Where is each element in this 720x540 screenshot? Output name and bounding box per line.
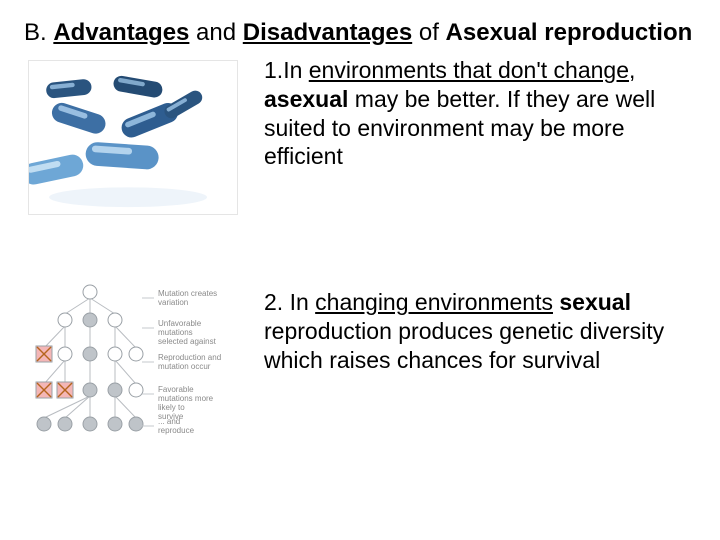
p2-in: In [290, 289, 316, 315]
svg-text:Unfavorable: Unfavorable [158, 319, 202, 328]
svg-text:mutation occur: mutation occur [158, 362, 211, 371]
p2-env: changing environments [315, 289, 553, 315]
mutation-tree-image: Mutation createsvariationUnfavorablemuta… [30, 278, 254, 454]
point-2: 2. In changing environments sexual repro… [264, 288, 684, 374]
p2-rest: reproduction produces genetic diversity … [264, 318, 664, 373]
p2-sexual: sexual [559, 289, 631, 315]
p1-comma: , [629, 57, 635, 83]
svg-text:mutations: mutations [158, 328, 193, 337]
title-advantages: Advantages [53, 19, 189, 46]
title-asexual: Asexual reproduction [446, 19, 693, 46]
bacteria-image [28, 60, 238, 215]
svg-text:likely to: likely to [158, 403, 185, 412]
slide-title: B. Advantages and Disadvantages of Asexu… [24, 18, 696, 48]
p1-env: environments that don't change [309, 57, 629, 83]
p1-asexual: asexual [264, 86, 348, 112]
title-prefix: B. [24, 19, 53, 46]
point-1: 1.In environments that don't change, ase… [264, 56, 684, 171]
svg-text:Mutation creates: Mutation creates [158, 289, 217, 298]
p2-num: 2. [264, 289, 290, 315]
svg-text:mutations more: mutations more [158, 394, 214, 403]
svg-text:Reproduction and: Reproduction and [158, 353, 221, 362]
svg-text:reproduce: reproduce [158, 426, 195, 435]
p1-in: In [283, 57, 309, 83]
svg-text:selected against: selected against [158, 337, 217, 346]
p1-num: 1. [264, 57, 283, 83]
svg-text:variation: variation [158, 298, 188, 307]
title-of: of [412, 19, 445, 46]
svg-text:Favorable: Favorable [158, 385, 194, 394]
title-disadvantages: Disadvantages [243, 19, 412, 46]
body: Mutation createsvariationUnfavorablemuta… [24, 56, 696, 496]
title-and: and [189, 19, 242, 46]
svg-text:... and: ... and [158, 417, 180, 426]
